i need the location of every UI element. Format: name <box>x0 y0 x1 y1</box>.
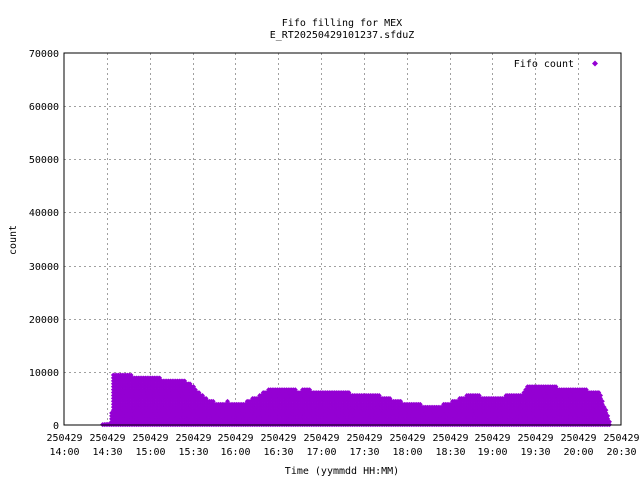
x-tick-time: 19:00 <box>477 447 507 458</box>
data-point <box>598 395 604 401</box>
data-point <box>210 398 216 404</box>
plot-frame <box>63 52 622 426</box>
legend-marker <box>592 60 598 67</box>
grid-lines <box>64 53 621 425</box>
x-tick-date: 250429 <box>46 433 82 444</box>
y-tick-label: 70000 <box>29 49 59 60</box>
data-point <box>600 398 605 404</box>
legend: Fifo count <box>514 59 598 70</box>
x-tick-date: 250429 <box>132 433 168 444</box>
x-tick-date: 250429 <box>474 433 510 444</box>
data-point <box>603 407 609 413</box>
x-tick-date: 250429 <box>175 433 211 444</box>
data-point <box>598 393 604 398</box>
x-tick-date: 250429 <box>517 433 553 444</box>
x-tick-date: 250429 <box>89 433 125 444</box>
x-tick-time: 15:30 <box>178 447 208 458</box>
x-tick-date: 250429 <box>260 433 296 444</box>
x-tick-date: 250429 <box>303 433 339 444</box>
x-tick-time: 15:00 <box>135 447 165 458</box>
y-tick-label: 10000 <box>29 368 59 379</box>
y-tick-label: 60000 <box>29 102 59 113</box>
data-point <box>200 393 205 398</box>
data-point <box>192 387 198 393</box>
x-tick-time: 14:30 <box>92 447 122 458</box>
y-tick-label: 20000 <box>29 315 59 326</box>
data-points <box>100 372 612 428</box>
x-tick-date: 250429 <box>217 433 253 444</box>
x-tick-time: 16:00 <box>220 447 250 458</box>
y-tick-label: 0 <box>53 421 59 432</box>
y-tick-label: 30000 <box>29 262 59 273</box>
x-tick-time: 17:00 <box>306 447 336 458</box>
chart-subtitle: E_RT20250429101237.sfduZ <box>270 30 415 41</box>
data-point <box>225 398 230 404</box>
x-tick-time: 14:00 <box>49 447 79 458</box>
x-tick-time: 16:30 <box>263 447 293 458</box>
x-tick-time: 18:30 <box>435 447 465 458</box>
x-tick-date: 250429 <box>389 433 425 444</box>
x-tick-date: 250429 <box>560 433 596 444</box>
y-axis-ticks: 0 10000 20000 30000 40000 50000 60000 70000 <box>29 49 59 432</box>
x-axis-label: Time (yymmdd HH:MM) <box>285 466 399 477</box>
y-tick-label: 40000 <box>29 208 59 219</box>
chart-title: Fifo filling for MEX <box>282 18 402 29</box>
x-axis-ticks: 250429 14:00 250429 14:30 250429 15:00 250429 1… <box>46 433 639 458</box>
y-tick-label: 50000 <box>29 155 59 166</box>
x-tick-time: 20:00 <box>563 447 593 458</box>
x-tick-date: 250429 <box>432 433 468 444</box>
data-point <box>203 395 209 401</box>
data-point <box>607 419 612 425</box>
x-tick-time: 18:00 <box>392 447 422 458</box>
legend-label: Fifo count <box>514 59 574 70</box>
x-tick-time: 19:30 <box>520 447 550 458</box>
y-axis-label: count <box>8 225 19 255</box>
data-point <box>605 413 611 419</box>
x-tick-date: 250429 <box>603 433 639 444</box>
x-tick-time: 17:30 <box>349 447 379 458</box>
x-tick-date: 250429 <box>346 433 382 444</box>
x-tick-time: 20:30 <box>606 447 636 458</box>
